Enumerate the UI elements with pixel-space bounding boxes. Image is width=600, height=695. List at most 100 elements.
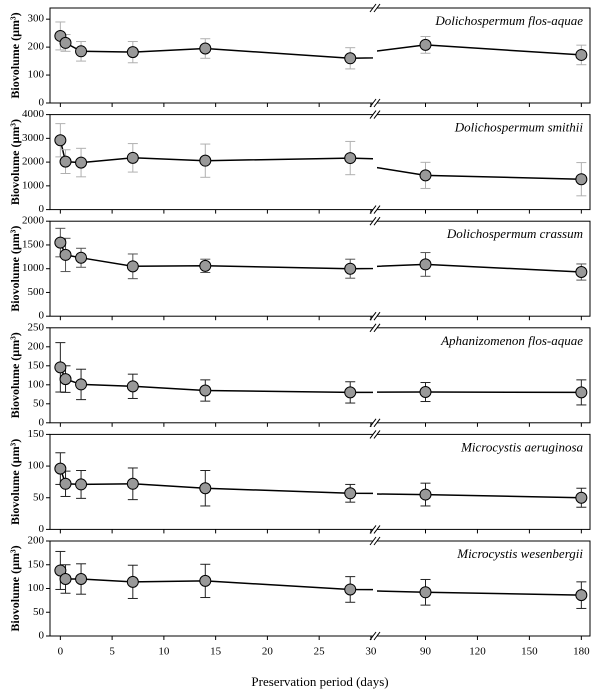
data-line — [59, 367, 373, 394]
data-point — [575, 589, 588, 602]
axis-break-gap — [373, 5, 377, 11]
y-tick-label: 250 — [28, 321, 45, 333]
y-tick-label: 100 — [28, 460, 45, 472]
y-axis-label: Biovolume (µm³) — [8, 12, 22, 98]
y-tick-label: 0 — [39, 203, 45, 215]
data-point — [54, 564, 67, 577]
axis-break-mark — [373, 3, 381, 13]
axis-break-mark — [373, 216, 381, 226]
axis-break-mark — [369, 110, 377, 119]
y-tick-label: 0 — [39, 310, 45, 322]
x-tick-label: 30 — [365, 646, 377, 658]
y-tick-label: 50 — [33, 606, 45, 618]
x-tick-label: 5 — [109, 646, 115, 658]
data-point — [59, 36, 72, 49]
data-point — [59, 373, 72, 386]
y-tick-label: 300 — [28, 13, 45, 25]
data-point — [59, 477, 72, 490]
y-tick-label: 2000 — [22, 156, 45, 168]
data-point — [199, 259, 212, 272]
data-line — [59, 242, 373, 270]
axis-break-gap — [373, 633, 377, 639]
data-point — [199, 482, 212, 495]
data-point — [199, 42, 212, 55]
data-point — [126, 151, 139, 164]
data-point — [419, 488, 432, 501]
data-point — [59, 573, 72, 585]
panel-title: Dolichospermum smithii — [454, 120, 584, 135]
data-point — [575, 173, 588, 186]
y-tick-label: 3000 — [22, 132, 45, 144]
data-line — [377, 493, 582, 499]
data-point — [75, 156, 88, 169]
x-tick-label: 150 — [521, 646, 538, 658]
axis-break-mark — [369, 3, 377, 13]
axis-break-mark — [373, 323, 381, 333]
data-point — [75, 478, 88, 491]
data-point — [419, 169, 432, 182]
y-axis-label: Biovolume (µm³) — [8, 226, 22, 312]
data-point — [75, 251, 88, 264]
y-axis-label: Biovolume (µm³) — [8, 439, 22, 525]
y-tick-label: 100 — [28, 69, 45, 81]
data-point — [575, 48, 588, 61]
axis-break-mark — [369, 536, 377, 546]
axis-break-gap — [373, 218, 377, 225]
axis-break-gap — [373, 419, 377, 426]
axis-break-mark — [369, 430, 377, 439]
x-tick-label: 10 — [158, 646, 170, 658]
x-tick-label: 25 — [314, 646, 326, 658]
data-point — [126, 46, 139, 59]
y-tick-label: 150 — [28, 558, 45, 570]
y-tick-label: 1000 — [22, 262, 45, 274]
data-point — [54, 361, 67, 374]
x-tick-label: 90 — [420, 646, 432, 658]
data-point — [344, 487, 357, 500]
data-point — [199, 384, 212, 397]
data-point — [575, 386, 588, 399]
axis-break-mark — [373, 311, 381, 321]
data-point — [75, 573, 88, 585]
y-tick-label: 200 — [28, 41, 45, 53]
data-line — [59, 468, 373, 495]
y-tick-label: 0 — [39, 630, 45, 642]
y-tick-label: 0 — [39, 97, 45, 109]
axis-break-mark — [373, 631, 381, 641]
data-point — [75, 45, 88, 58]
axis-break-gap — [373, 313, 377, 320]
data-line — [377, 263, 582, 273]
data-point — [419, 586, 432, 599]
y-tick-label: 0 — [39, 523, 45, 535]
y-tick-label: 1000 — [22, 179, 45, 191]
panel-frame — [49, 7, 591, 104]
data-point — [54, 462, 67, 475]
data-point — [54, 236, 67, 249]
data-point — [344, 262, 357, 275]
x-axis-label: Preservation period (days) — [251, 674, 388, 689]
axis-break-gap — [373, 526, 377, 533]
axis-break-gap — [373, 100, 377, 106]
axis-break-mark — [373, 525, 381, 534]
y-tick-label: 100 — [28, 582, 45, 594]
panel-frame — [49, 433, 591, 530]
x-tick-label: 20 — [262, 646, 274, 658]
data-point — [419, 386, 432, 399]
data-point — [419, 258, 432, 271]
data-point — [575, 491, 588, 504]
panel-title: Aphanizomenon flos-aquae — [440, 333, 583, 348]
axis-break-mark — [373, 205, 381, 214]
data-line — [59, 570, 373, 591]
y-axis-label: Biovolume (µm³) — [8, 545, 22, 631]
data-point — [126, 575, 139, 588]
y-axis-label: Biovolume (µm³) — [8, 119, 22, 205]
data-point — [344, 386, 357, 399]
data-point — [419, 38, 432, 51]
axis-break-mark — [369, 216, 377, 226]
data-point — [199, 574, 212, 587]
y-tick-label: 2000 — [22, 215, 45, 227]
y-tick-label: 500 — [28, 286, 45, 298]
axis-break-mark — [373, 536, 381, 546]
panel-title: Dolichospermum flos-aquae — [434, 13, 583, 28]
panel-frame — [49, 327, 591, 424]
